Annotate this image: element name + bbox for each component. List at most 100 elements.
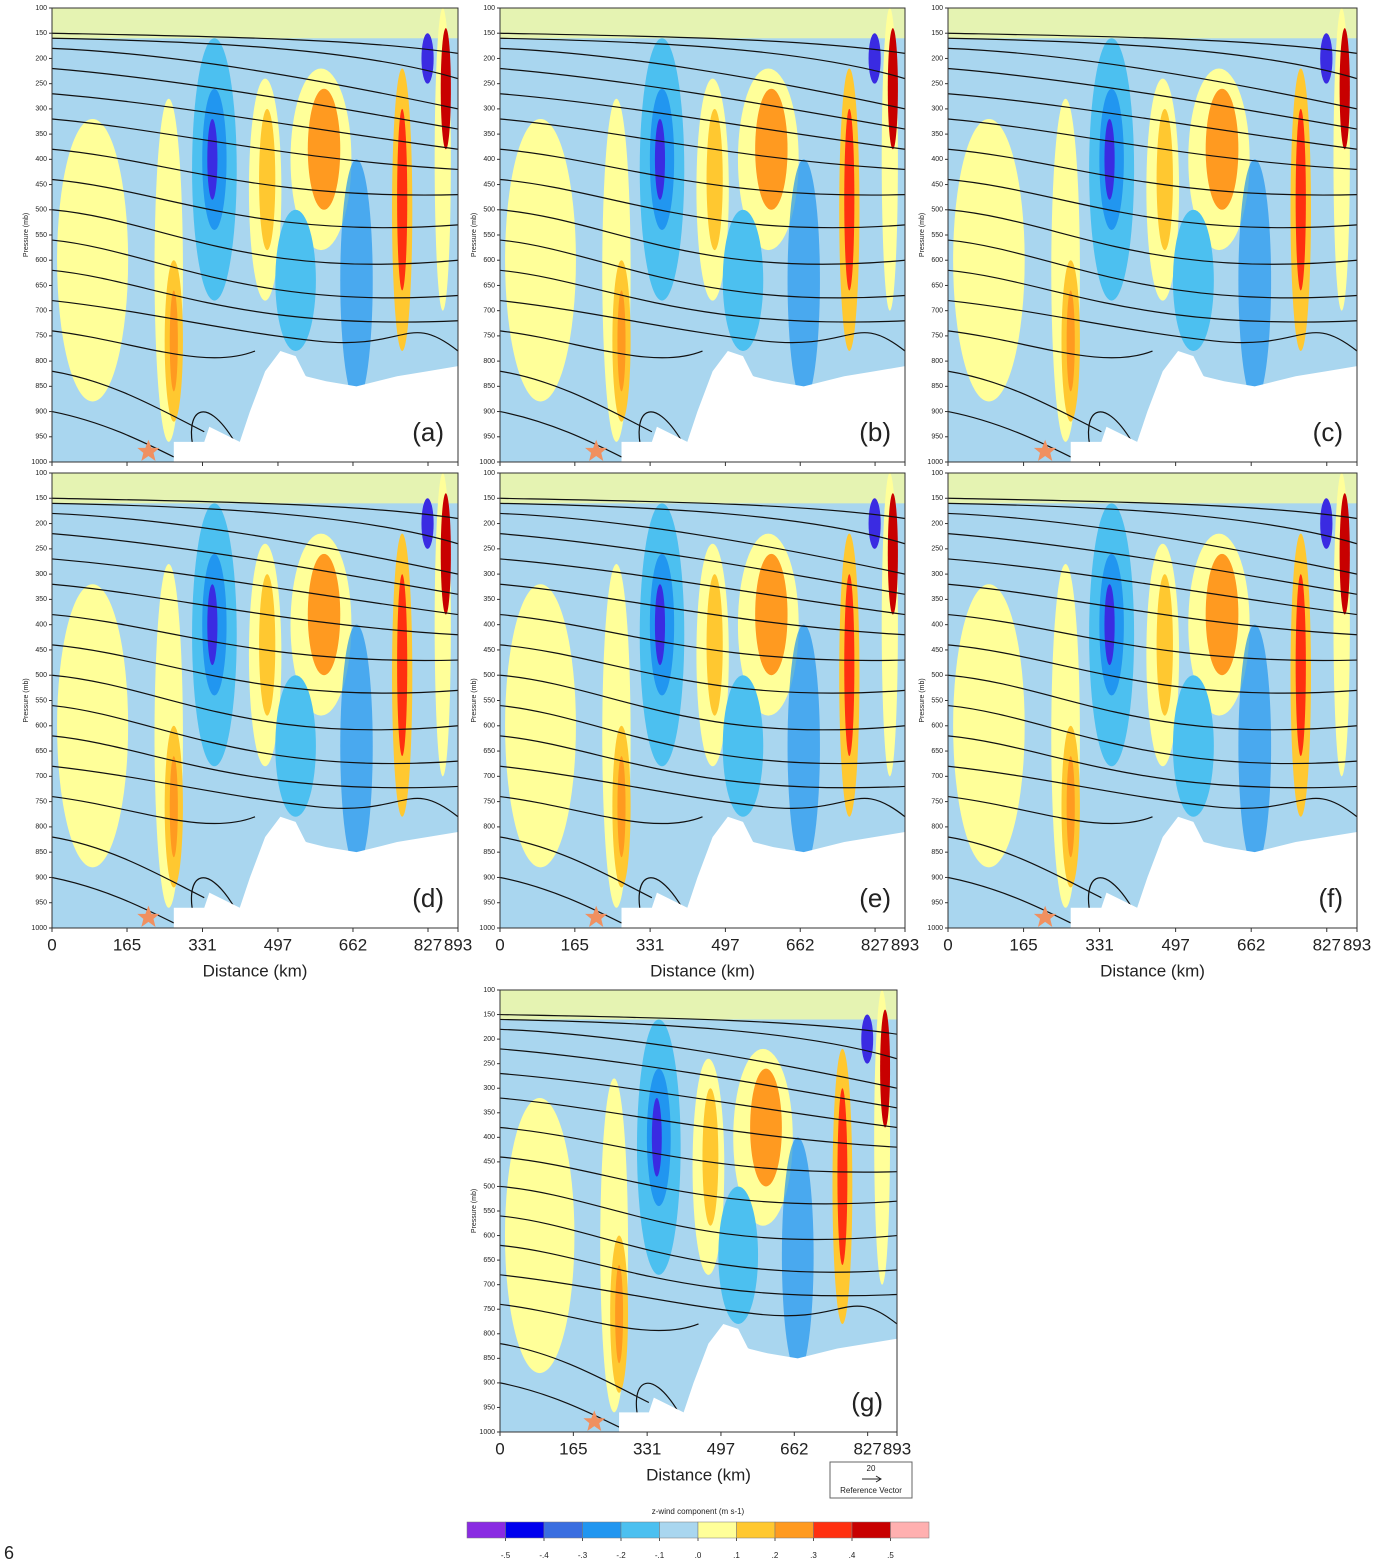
y-axis-label: Pressure (mb): [919, 678, 926, 722]
x-tick-label: 827: [861, 935, 889, 954]
x-tick-label: 497: [264, 935, 292, 954]
y-tick-label: 350: [483, 131, 495, 138]
y-axis-label: Pressure (mb): [471, 213, 478, 257]
y-tick-label: 350: [931, 131, 943, 138]
x-tick-label: 165: [1009, 935, 1037, 954]
panel-label: (a): [412, 417, 444, 447]
x-tick-label: 0: [495, 1439, 504, 1458]
y-tick-label: 350: [35, 596, 47, 603]
y-tick-label: 950: [931, 434, 943, 441]
x-tick-label: 0: [495, 935, 504, 954]
y-tick-label: 750: [483, 333, 495, 340]
y-tick-label: 750: [931, 798, 943, 805]
reference-label: Reference Vector: [840, 1486, 902, 1495]
x-tick-label: 893: [883, 1439, 911, 1458]
y-tick-label: 250: [483, 546, 495, 553]
colorbar-tick-label: .1: [733, 1551, 740, 1560]
y-tick-label: 550: [483, 232, 495, 239]
x-tick-label: 0: [943, 935, 952, 954]
y-tick-label: 100: [931, 5, 943, 12]
x-tick-label: 331: [188, 935, 216, 954]
y-tick-label: 550: [931, 232, 943, 239]
y-tick-label: 950: [931, 900, 943, 907]
y-tick-label: 650: [931, 282, 943, 289]
y-tick-label: 1000: [479, 925, 495, 932]
y-tick-label: 800: [483, 824, 495, 831]
y-tick-label: 500: [483, 1183, 495, 1190]
y-axis-label: Pressure (mb): [471, 1189, 478, 1233]
y-tick-label: 100: [483, 5, 495, 12]
colorbar-swatch: [505, 1521, 545, 1539]
y-tick-label: 500: [483, 207, 495, 214]
colorbar-tick-label: -.2: [616, 1551, 626, 1560]
colorbar-tick-label: .3: [810, 1551, 817, 1560]
y-tick-label: 900: [483, 874, 495, 881]
panel-label: (g): [851, 1387, 883, 1417]
x-tick-label: 662: [786, 935, 814, 954]
y-tick-label: 150: [35, 30, 47, 37]
colorbar-tick-label: -.3: [578, 1551, 588, 1560]
y-tick-label: 750: [483, 1306, 495, 1313]
panel-label: (d): [412, 883, 444, 913]
y-tick-label: 950: [483, 1404, 495, 1411]
y-tick-label: 300: [483, 106, 495, 113]
x-tick-label: 165: [561, 935, 589, 954]
y-tick-label: 300: [931, 571, 943, 578]
colorbar-swatch: [697, 1521, 737, 1539]
y-tick-label: 950: [483, 900, 495, 907]
colorbar-swatch: [736, 1521, 776, 1539]
y-tick-label: 250: [931, 546, 943, 553]
y-tick-label: 800: [483, 1331, 495, 1338]
y-tick-label: 750: [35, 798, 47, 805]
y-tick-label: 150: [35, 495, 47, 502]
y-tick-label: 700: [483, 773, 495, 780]
y-tick-label: 500: [931, 207, 943, 214]
y-tick-label: 350: [931, 596, 943, 603]
panel-label: (b): [859, 417, 891, 447]
y-tick-label: 450: [931, 181, 943, 188]
y-tick-label: 900: [483, 408, 495, 415]
y-tick-label: 500: [483, 672, 495, 679]
contour-field: [52, 473, 458, 928]
x-tick-label: 331: [636, 935, 664, 954]
y-tick-label: 900: [35, 874, 47, 881]
x-axis-label: Distance (km): [650, 961, 755, 980]
panel-label: (c): [1313, 417, 1343, 447]
contour-field: [500, 8, 905, 462]
colorbar-tick-label: .0: [695, 1551, 702, 1560]
y-tick-label: 150: [483, 1011, 495, 1018]
y-tick-label: 700: [35, 308, 47, 315]
y-tick-label: 800: [35, 824, 47, 831]
y-tick-label: 600: [35, 723, 47, 730]
y-tick-label: 700: [931, 773, 943, 780]
y-tick-label: 400: [931, 622, 943, 629]
y-tick-label: 950: [35, 900, 47, 907]
contour-field: [948, 8, 1357, 462]
y-axis-label: Pressure (mb): [471, 678, 478, 722]
y-tick-label: 800: [931, 824, 943, 831]
y-tick-label: 800: [931, 358, 943, 365]
y-tick-label: 200: [483, 520, 495, 527]
y-tick-label: 850: [483, 383, 495, 390]
y-tick-label: 600: [483, 723, 495, 730]
y-tick-label: 750: [483, 798, 495, 805]
y-tick-label: 1000: [31, 925, 47, 932]
y-tick-label: 800: [35, 358, 47, 365]
reference-value: 20: [867, 1464, 876, 1473]
y-tick-label: 850: [35, 849, 47, 856]
y-tick-label: 600: [483, 257, 495, 264]
panel-label: (f): [1318, 883, 1343, 913]
y-tick-label: 450: [483, 1159, 495, 1166]
y-tick-label: 150: [483, 30, 495, 37]
y-tick-label: 700: [931, 308, 943, 315]
x-tick-label: 165: [559, 1439, 587, 1458]
y-tick-label: 100: [931, 470, 943, 477]
y-tick-label: 900: [931, 874, 943, 881]
y-tick-label: 1000: [479, 459, 495, 466]
y-tick-label: 400: [35, 156, 47, 163]
y-tick-label: 400: [483, 1134, 495, 1141]
y-axis-label: Pressure (mb): [23, 213, 30, 257]
y-tick-label: 500: [35, 672, 47, 679]
y-tick-label: 300: [483, 571, 495, 578]
